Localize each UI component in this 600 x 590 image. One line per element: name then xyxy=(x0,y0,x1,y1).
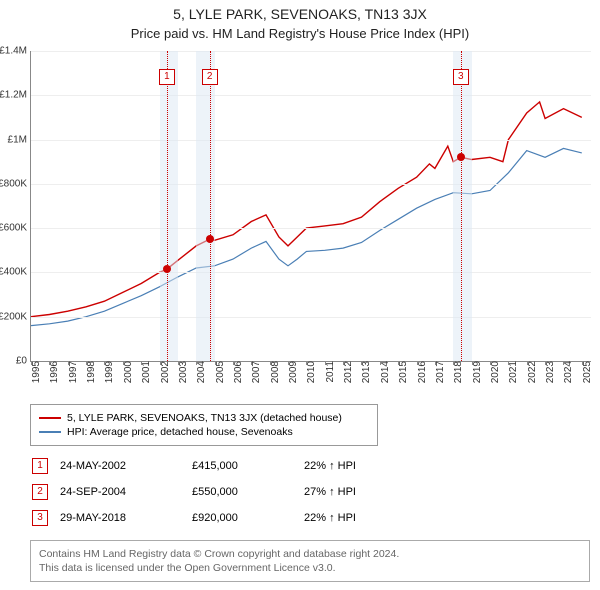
y-gridline xyxy=(31,140,591,141)
x-tick-label: 2003 xyxy=(174,361,189,383)
x-tick-label: 2014 xyxy=(376,361,391,383)
x-tick-label: 2020 xyxy=(486,361,501,383)
highlight-band xyxy=(453,51,471,361)
highlight-band xyxy=(196,51,214,361)
event-marker-dot xyxy=(206,235,214,243)
x-tick-label: 2015 xyxy=(394,361,409,383)
legend: 5, LYLE PARK, SEVENOAKS, TN13 3JX (detac… xyxy=(30,404,378,446)
legend-row: 5, LYLE PARK, SEVENOAKS, TN13 3JX (detac… xyxy=(39,411,369,425)
event-row: 2 24-SEP-2004£550,00027% ↑ HPI xyxy=(32,480,366,504)
x-tick-label: 2005 xyxy=(211,361,226,383)
event-line xyxy=(210,51,211,361)
event-marker-dot xyxy=(163,265,171,273)
x-tick-label: 2002 xyxy=(156,361,171,383)
x-tick-label: 2013 xyxy=(357,361,372,383)
legend-swatch xyxy=(39,417,61,419)
event-idx-box: 3 xyxy=(32,510,48,526)
events-table: 124-MAY-2002£415,00022% ↑ HPI224-SEP-200… xyxy=(30,452,368,532)
event-delta: 22% ↑ HPI xyxy=(304,506,366,530)
x-tick-label: 2024 xyxy=(559,361,574,383)
x-tick-label: 1996 xyxy=(45,361,60,383)
event-idx-box: 2 xyxy=(32,484,48,500)
event-price: £550,000 xyxy=(192,480,302,504)
series-line xyxy=(31,102,582,317)
x-tick-label: 1997 xyxy=(64,361,79,383)
event-index-box: 3 xyxy=(453,69,469,85)
plot-area: £0£200K£400K£600K£800K£1M£1.2M£1.4M12319… xyxy=(30,51,591,362)
event-delta: 22% ↑ HPI xyxy=(304,454,366,478)
event-idx-box: 1 xyxy=(32,458,48,474)
y-tick-label: £1M xyxy=(8,134,31,145)
y-tick-label: £1.4M xyxy=(0,46,31,57)
x-tick-label: 2011 xyxy=(321,361,336,383)
y-tick-label: £800K xyxy=(0,178,31,189)
y-gridline xyxy=(31,184,591,185)
y-tick-label: £400K xyxy=(0,267,31,278)
y-tick-label: £200K xyxy=(0,311,31,322)
event-price: £415,000 xyxy=(192,454,302,478)
event-line xyxy=(167,51,168,361)
x-tick-label: 2012 xyxy=(339,361,354,383)
x-tick-label: 2022 xyxy=(523,361,538,383)
y-gridline xyxy=(31,95,591,96)
legend-swatch xyxy=(39,431,61,433)
event-date: 24-SEP-2004 xyxy=(60,480,190,504)
x-tick-label: 2006 xyxy=(229,361,244,383)
x-tick-label: 2021 xyxy=(504,361,519,383)
event-index-box: 2 xyxy=(202,69,218,85)
x-tick-label: 2025 xyxy=(578,361,593,383)
event-marker-dot xyxy=(457,153,465,161)
y-gridline xyxy=(31,51,591,52)
x-tick-label: 1995 xyxy=(27,361,42,383)
title-address: 5, LYLE PARK, SEVENOAKS, TN13 3JX xyxy=(0,6,600,22)
x-tick-label: 1998 xyxy=(82,361,97,383)
chart-container: 5, LYLE PARK, SEVENOAKS, TN13 3JX Price … xyxy=(0,0,600,582)
chart-lines xyxy=(31,51,591,361)
x-tick-label: 2010 xyxy=(302,361,317,383)
event-date: 24-MAY-2002 xyxy=(60,454,190,478)
series-line xyxy=(31,148,582,325)
x-tick-label: 2001 xyxy=(137,361,152,383)
event-price: £920,000 xyxy=(192,506,302,530)
event-row: 1 24-MAY-2002£415,00022% ↑ HPI xyxy=(32,454,366,478)
footer-attribution: Contains HM Land Registry data © Crown c… xyxy=(30,540,590,582)
title-block: 5, LYLE PARK, SEVENOAKS, TN13 3JX Price … xyxy=(0,0,600,41)
x-tick-label: 2019 xyxy=(468,361,483,383)
title-subtitle: Price paid vs. HM Land Registry's House … xyxy=(0,26,600,41)
x-tick-label: 2023 xyxy=(541,361,556,383)
x-tick-label: 1999 xyxy=(100,361,115,383)
legend-label: 5, LYLE PARK, SEVENOAKS, TN13 3JX (detac… xyxy=(67,412,342,424)
x-tick-label: 2016 xyxy=(413,361,428,383)
x-tick-label: 2000 xyxy=(119,361,134,383)
x-tick-label: 2008 xyxy=(266,361,281,383)
y-gridline xyxy=(31,228,591,229)
y-gridline xyxy=(31,317,591,318)
y-tick-label: £600K xyxy=(0,223,31,234)
legend-label: HPI: Average price, detached house, Seve… xyxy=(67,426,293,438)
event-index-box: 1 xyxy=(159,69,175,85)
x-tick-label: 2018 xyxy=(449,361,464,383)
x-tick-label: 2009 xyxy=(284,361,299,383)
footer-line1: Contains HM Land Registry data © Crown c… xyxy=(39,547,581,561)
y-gridline xyxy=(31,272,591,273)
event-row: 3 29-MAY-2018£920,00022% ↑ HPI xyxy=(32,506,366,530)
event-delta: 27% ↑ HPI xyxy=(304,480,366,504)
x-tick-label: 2017 xyxy=(431,361,446,383)
legend-row: HPI: Average price, detached house, Seve… xyxy=(39,425,369,439)
x-tick-label: 2007 xyxy=(247,361,262,383)
footer-line2: This data is licensed under the Open Gov… xyxy=(39,561,581,575)
x-tick-label: 2004 xyxy=(192,361,207,383)
event-date: 29-MAY-2018 xyxy=(60,506,190,530)
y-tick-label: £1.2M xyxy=(0,90,31,101)
event-line xyxy=(461,51,462,361)
highlight-band xyxy=(160,51,178,361)
